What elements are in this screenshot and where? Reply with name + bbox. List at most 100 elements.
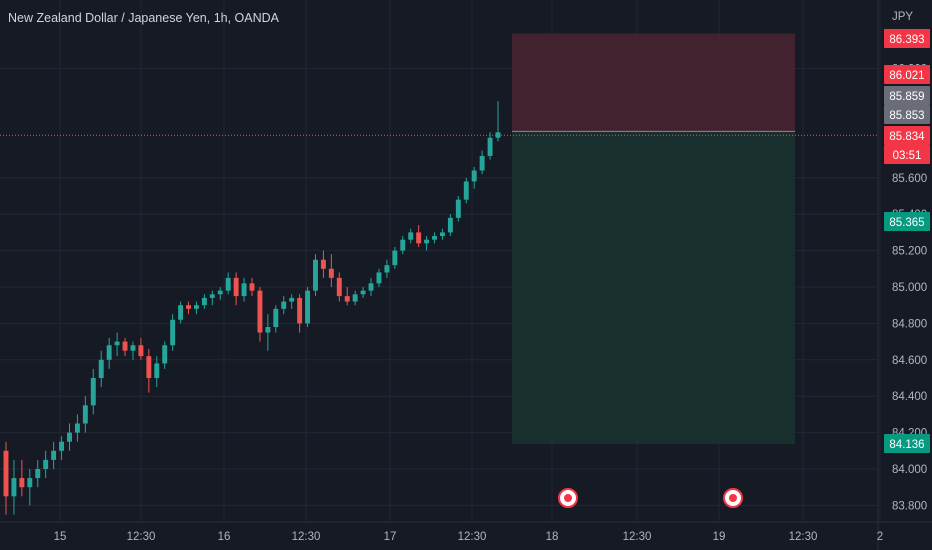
y-tick-label: 84.600 bbox=[892, 355, 927, 367]
candle-body bbox=[360, 290, 366, 295]
candle-body bbox=[328, 268, 334, 278]
candle-body bbox=[305, 290, 311, 324]
y-tick-label: 83.800 bbox=[892, 500, 927, 512]
candle-body bbox=[138, 345, 144, 357]
candle-body bbox=[59, 441, 65, 451]
chart-title: New Zealand Dollar / Japanese Yen, 1h, O… bbox=[8, 11, 280, 25]
price-badge-label: 03:51 bbox=[893, 150, 922, 162]
x-tick-label: 12:30 bbox=[789, 531, 818, 543]
candle-body bbox=[146, 356, 152, 378]
candle-body bbox=[130, 345, 136, 351]
price-badges: 86.393 86.021 85.859 85.853 85.834 03:51 85.36… bbox=[884, 29, 930, 453]
price-badge-target: 85.365 bbox=[884, 212, 930, 231]
candle-body bbox=[336, 277, 342, 297]
candle-body bbox=[51, 450, 57, 460]
x-tick-label: 17 bbox=[384, 531, 397, 543]
y-tick-label: 84.400 bbox=[892, 391, 927, 403]
candle-body bbox=[225, 277, 231, 291]
candle-body bbox=[495, 132, 501, 138]
price-badge-stop: 86.393 bbox=[884, 29, 930, 48]
candle-body bbox=[3, 450, 9, 497]
candle-body bbox=[154, 363, 160, 378]
y-tick-label: 85.200 bbox=[892, 246, 927, 258]
candle-body bbox=[320, 259, 326, 269]
candle-body bbox=[265, 327, 271, 333]
price-badge-last: 03:51 bbox=[884, 145, 930, 164]
candle-body bbox=[19, 478, 25, 488]
candle-body bbox=[487, 137, 493, 156]
candle-body bbox=[201, 297, 207, 306]
candle-body bbox=[257, 290, 263, 333]
candle-body bbox=[217, 290, 223, 295]
price-badge-label: 85.365 bbox=[889, 217, 924, 229]
candle-body bbox=[67, 432, 72, 442]
price-badge-entry: 85.853 bbox=[884, 105, 930, 124]
candle-body bbox=[35, 469, 41, 479]
x-tick-label: 15 bbox=[54, 531, 67, 543]
candle-body bbox=[193, 305, 199, 309]
event-marker-dot bbox=[729, 494, 737, 502]
candle-body bbox=[408, 232, 414, 240]
candle-body bbox=[376, 272, 382, 284]
candle-body bbox=[471, 170, 477, 182]
candle-body bbox=[289, 297, 295, 302]
y-tick-label: 84.800 bbox=[892, 318, 927, 330]
candle-body bbox=[178, 305, 184, 320]
candle-body bbox=[27, 478, 33, 488]
take-profit-zone[interactable] bbox=[512, 131, 795, 445]
candle-body bbox=[106, 345, 112, 360]
x-tick-label: 12:30 bbox=[127, 531, 156, 543]
price-badge-label: 84.136 bbox=[889, 439, 924, 451]
candles bbox=[3, 101, 501, 515]
candle-body bbox=[273, 308, 279, 328]
candle-body bbox=[98, 359, 104, 378]
candle-body bbox=[122, 341, 128, 351]
candle-body bbox=[297, 297, 303, 324]
candle-body bbox=[209, 294, 215, 298]
x-tick-label: 12:30 bbox=[292, 531, 321, 543]
time-axis[interactable]: 15 12:30 16 12:30 17 12:30 18 12:30 19 12:30 2 bbox=[54, 531, 884, 543]
price-badge-entry: 85.859 bbox=[884, 86, 930, 105]
candle-body bbox=[439, 232, 445, 237]
candle-body bbox=[424, 239, 430, 244]
candle-body bbox=[82, 405, 88, 424]
y-tick-label: 85.600 bbox=[892, 173, 927, 185]
y-tick-label: 84.000 bbox=[892, 464, 927, 476]
x-tick-label: 18 bbox=[546, 531, 559, 543]
candle-body bbox=[400, 239, 406, 251]
candle-body bbox=[43, 459, 49, 469]
candle-body bbox=[432, 236, 437, 240]
price-badge-last: 85.834 bbox=[884, 126, 930, 145]
candle-body bbox=[186, 305, 191, 309]
x-tick-label: 16 bbox=[218, 531, 231, 543]
candle-body bbox=[162, 345, 168, 364]
event-markers[interactable] bbox=[558, 488, 743, 508]
candle-body bbox=[479, 155, 485, 171]
candle-body bbox=[241, 283, 247, 297]
stop-loss-zone[interactable] bbox=[512, 33, 795, 132]
candle-body bbox=[455, 199, 461, 218]
price-badge-label: 85.859 bbox=[889, 91, 924, 103]
x-tick-label: 19 bbox=[713, 531, 726, 543]
candle-body bbox=[11, 478, 17, 497]
price-badge-label: 85.853 bbox=[889, 110, 924, 122]
position-zones[interactable] bbox=[512, 33, 795, 445]
price-badge-stop: 86.021 bbox=[884, 65, 930, 84]
candle-body bbox=[392, 250, 398, 266]
candle-body bbox=[447, 217, 453, 233]
candle-body bbox=[114, 341, 120, 346]
candle-body bbox=[344, 296, 350, 302]
candle-body bbox=[368, 283, 374, 291]
candle-body bbox=[74, 423, 80, 433]
y-tick-label: 85.000 bbox=[892, 282, 927, 294]
candle-body bbox=[249, 283, 255, 291]
currency-label: JPY bbox=[892, 11, 913, 23]
candle-body bbox=[170, 319, 176, 346]
price-badge-label: 86.393 bbox=[889, 34, 924, 46]
candle-body bbox=[233, 277, 239, 297]
price-badge-label: 85.834 bbox=[889, 131, 925, 143]
candle-body bbox=[352, 294, 358, 302]
candle-body bbox=[281, 301, 287, 309]
x-tick-label: 12:30 bbox=[623, 531, 652, 543]
